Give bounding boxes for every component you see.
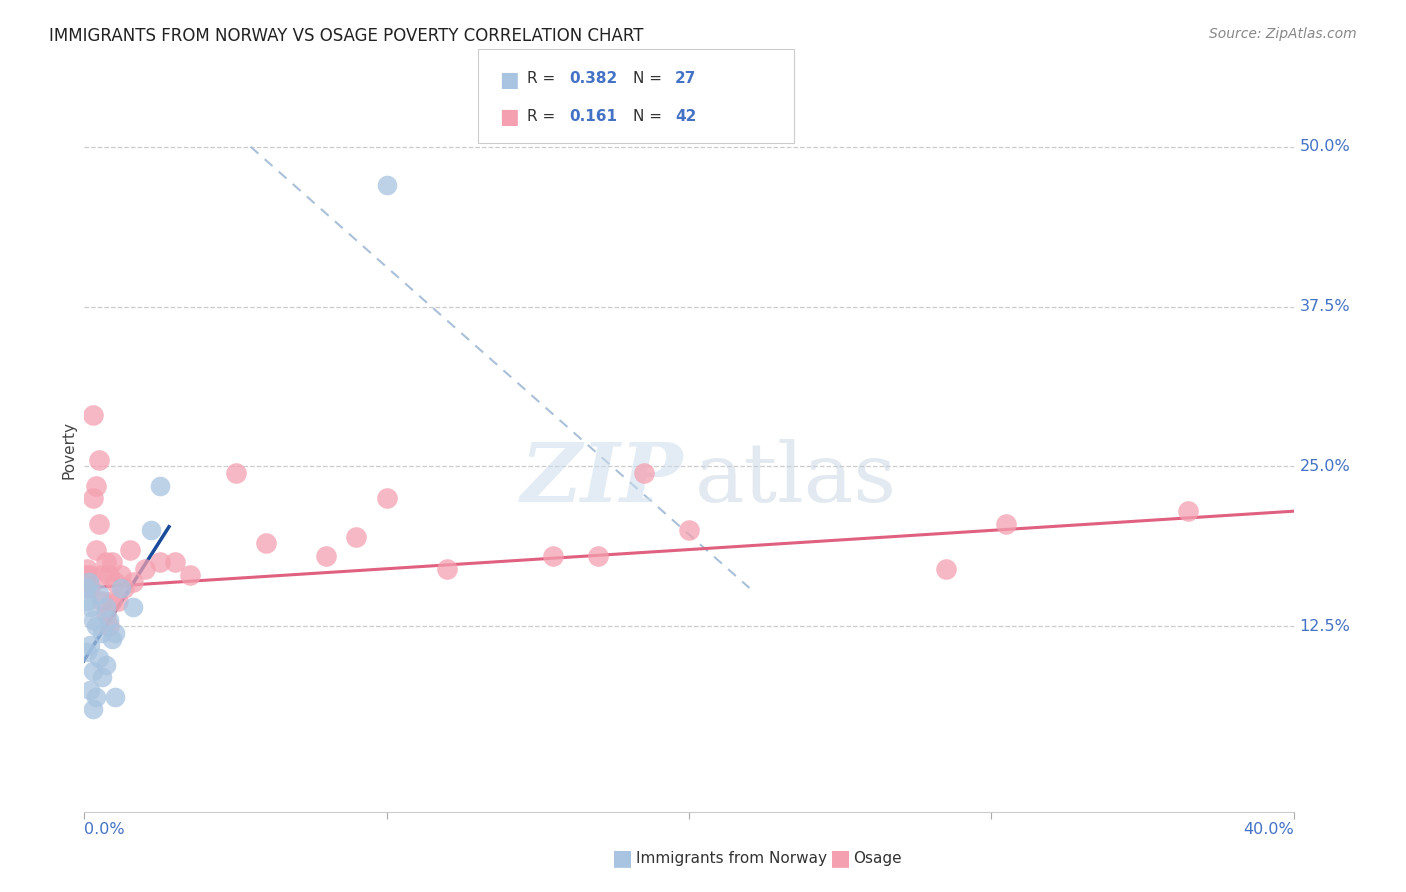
Text: ZIP: ZIP	[520, 440, 683, 519]
Text: 37.5%: 37.5%	[1299, 299, 1350, 314]
Text: N =: N =	[633, 109, 666, 124]
Point	[97, 613, 120, 627]
Point	[76, 593, 98, 607]
Text: 0.0%: 0.0%	[84, 822, 125, 837]
Point	[75, 581, 97, 595]
Point	[79, 683, 101, 698]
Point	[94, 555, 117, 569]
Point	[107, 593, 129, 607]
Text: R =: R =	[527, 71, 561, 87]
Point	[82, 409, 104, 423]
Point	[165, 555, 187, 569]
Point	[79, 568, 101, 582]
Point	[121, 574, 143, 589]
Point	[112, 581, 135, 595]
Text: 50.0%: 50.0%	[1299, 139, 1350, 154]
Text: 42: 42	[675, 109, 696, 124]
Point	[149, 478, 172, 492]
Point	[633, 466, 655, 480]
Point	[104, 574, 127, 589]
Point	[89, 516, 111, 531]
Point	[121, 600, 143, 615]
Point	[94, 657, 117, 672]
Point	[588, 549, 610, 563]
Point	[86, 542, 108, 557]
Point	[110, 581, 132, 595]
Point	[82, 613, 104, 627]
Text: 25.0%: 25.0%	[1299, 459, 1350, 474]
Point	[82, 664, 104, 678]
Y-axis label: Poverty: Poverty	[60, 421, 76, 480]
Point	[82, 702, 104, 716]
Point	[94, 600, 117, 615]
Point	[91, 670, 114, 684]
Point	[89, 651, 111, 665]
Text: Immigrants from Norway: Immigrants from Norway	[636, 851, 827, 865]
Point	[254, 536, 277, 550]
Point	[995, 516, 1018, 531]
Point	[86, 619, 108, 633]
Point	[375, 178, 398, 193]
Text: 0.161: 0.161	[569, 109, 617, 124]
Point	[86, 690, 108, 704]
Point	[89, 453, 111, 467]
Point	[149, 555, 172, 569]
Point	[79, 639, 101, 653]
Point	[82, 491, 104, 506]
Point	[346, 530, 368, 544]
Point	[179, 568, 201, 582]
Point	[139, 524, 162, 538]
Point	[76, 645, 98, 659]
Text: Source: ZipAtlas.com: Source: ZipAtlas.com	[1209, 27, 1357, 41]
Point	[91, 593, 114, 607]
Point	[110, 568, 132, 582]
Text: IMMIGRANTS FROM NORWAY VS OSAGE POVERTY CORRELATION CHART: IMMIGRANTS FROM NORWAY VS OSAGE POVERTY …	[49, 27, 644, 45]
Point	[541, 549, 564, 563]
Point	[436, 562, 458, 576]
Text: ■: ■	[499, 70, 519, 89]
Point	[100, 593, 122, 607]
Point	[79, 581, 101, 595]
Point	[77, 574, 100, 589]
Text: ■: ■	[499, 107, 519, 127]
Point	[1177, 504, 1199, 518]
Point	[118, 542, 141, 557]
Text: R =: R =	[527, 109, 565, 124]
Point	[89, 587, 111, 601]
Point	[935, 562, 957, 576]
Point	[225, 466, 247, 480]
Point	[134, 562, 156, 576]
Point	[91, 625, 114, 640]
Point	[75, 568, 97, 582]
Point	[97, 619, 120, 633]
Text: ■: ■	[612, 848, 633, 868]
Text: atlas: atlas	[695, 440, 897, 519]
Point	[315, 549, 337, 563]
Point	[678, 524, 700, 538]
Point	[86, 478, 108, 492]
Point	[91, 568, 114, 582]
Point	[76, 581, 98, 595]
Point	[100, 632, 122, 646]
Text: Osage: Osage	[853, 851, 903, 865]
Text: 27: 27	[675, 71, 696, 87]
Point	[104, 625, 127, 640]
Text: N =: N =	[633, 71, 666, 87]
Point	[76, 562, 98, 576]
Text: 40.0%: 40.0%	[1243, 822, 1294, 837]
Text: 12.5%: 12.5%	[1299, 619, 1350, 634]
Point	[94, 607, 117, 621]
Text: ■: ■	[830, 848, 851, 868]
Point	[97, 568, 120, 582]
Point	[79, 600, 101, 615]
Point	[375, 491, 398, 506]
Point	[100, 555, 122, 569]
Point	[104, 690, 127, 704]
Text: 0.382: 0.382	[569, 71, 617, 87]
